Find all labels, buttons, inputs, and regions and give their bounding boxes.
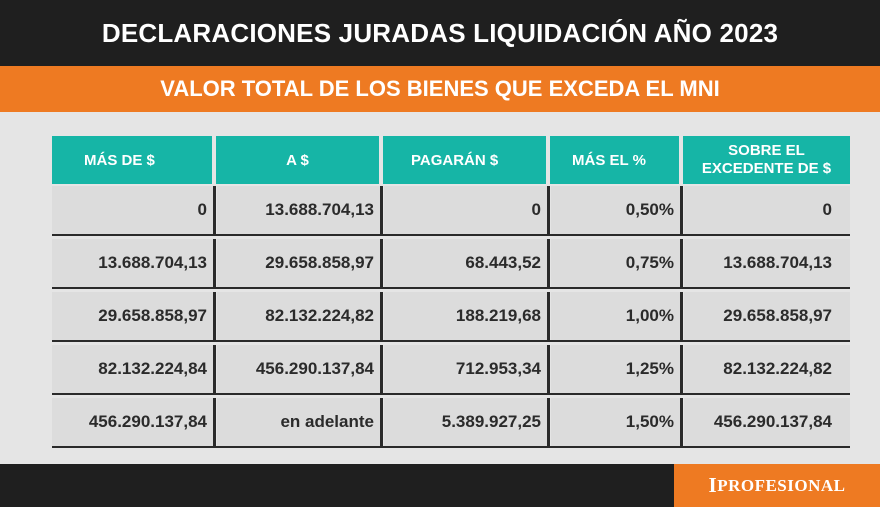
page-subtitle: VALOR TOTAL DE LOS BIENES QUE EXCEDA EL …: [160, 76, 720, 101]
footer-bar: I PROFESIONAL: [0, 464, 880, 507]
brand-logo-text: PROFESIONAL: [717, 475, 846, 495]
column-header-a: A $: [216, 136, 383, 184]
table-cell: 1,25%: [550, 345, 683, 393]
table-cell: 456.290.137,84: [683, 398, 850, 446]
brand-logo-initial: I: [708, 473, 718, 497]
table-cell: 1,50%: [550, 398, 683, 446]
table-cell: 712.953,34: [383, 345, 550, 393]
table-row: 0 13.688.704,13 0 0,50% 0: [52, 186, 850, 236]
table-row: 456.290.137,84 en adelante 5.389.927,25 …: [52, 398, 850, 448]
table-cell: 29.658.858,97: [683, 292, 850, 340]
main-panel: MÁS DE $ A $ PAGARÁN $ MÁS EL % SOBRE EL…: [0, 112, 880, 464]
table-cell: 0: [52, 186, 216, 234]
table-row: 13.688.704,13 29.658.858,97 68.443,52 0,…: [52, 239, 850, 289]
table-cell: 0,75%: [550, 239, 683, 287]
column-header-mas-el-porcentaje: MÁS EL %: [550, 136, 683, 184]
table-cell: 82.132.224,82: [683, 345, 850, 393]
table-cell: 0,50%: [550, 186, 683, 234]
table-cell: 29.658.858,97: [216, 239, 383, 287]
table-cell: 82.132.224,82: [216, 292, 383, 340]
table-cell: 68.443,52: [383, 239, 550, 287]
subtitle-bar: VALOR TOTAL DE LOS BIENES QUE EXCEDA EL …: [0, 66, 880, 112]
column-header-sobre-el-excedente: SOBRE EL EXCEDENTE DE $: [683, 136, 850, 184]
table-row: 82.132.224,84 456.290.137,84 712.953,34 …: [52, 345, 850, 395]
tax-table: MÁS DE $ A $ PAGARÁN $ MÁS EL % SOBRE EL…: [52, 136, 850, 451]
table-cell: 13.688.704,13: [216, 186, 383, 234]
column-header-mas-de: MÁS DE $: [52, 136, 216, 184]
table-cell: 5.389.927,25: [383, 398, 550, 446]
title-bar: DECLARACIONES JURADAS LIQUIDACIÓN AÑO 20…: [0, 0, 880, 66]
table-cell: 13.688.704,13: [52, 239, 216, 287]
brand-logo: I PROFESIONAL: [674, 464, 880, 507]
table-cell: 0: [683, 186, 850, 234]
table-cell: 188.219,68: [383, 292, 550, 340]
table-cell: 456.290.137,84: [52, 398, 216, 446]
table-header-row: MÁS DE $ A $ PAGARÁN $ MÁS EL % SOBRE EL…: [52, 136, 850, 184]
table-row: 29.658.858,97 82.132.224,82 188.219,68 1…: [52, 292, 850, 342]
page-title: DECLARACIONES JURADAS LIQUIDACIÓN AÑO 20…: [101, 17, 779, 48]
table-cell: 29.658.858,97: [52, 292, 216, 340]
column-header-pagaran: PAGARÁN $: [383, 136, 550, 184]
table-cell: 13.688.704,13: [683, 239, 850, 287]
table-cell: 82.132.224,84: [52, 345, 216, 393]
table-cell: en adelante: [216, 398, 383, 446]
table-cell: 0: [383, 186, 550, 234]
table-cell: 456.290.137,84: [216, 345, 383, 393]
table-cell: 1,00%: [550, 292, 683, 340]
